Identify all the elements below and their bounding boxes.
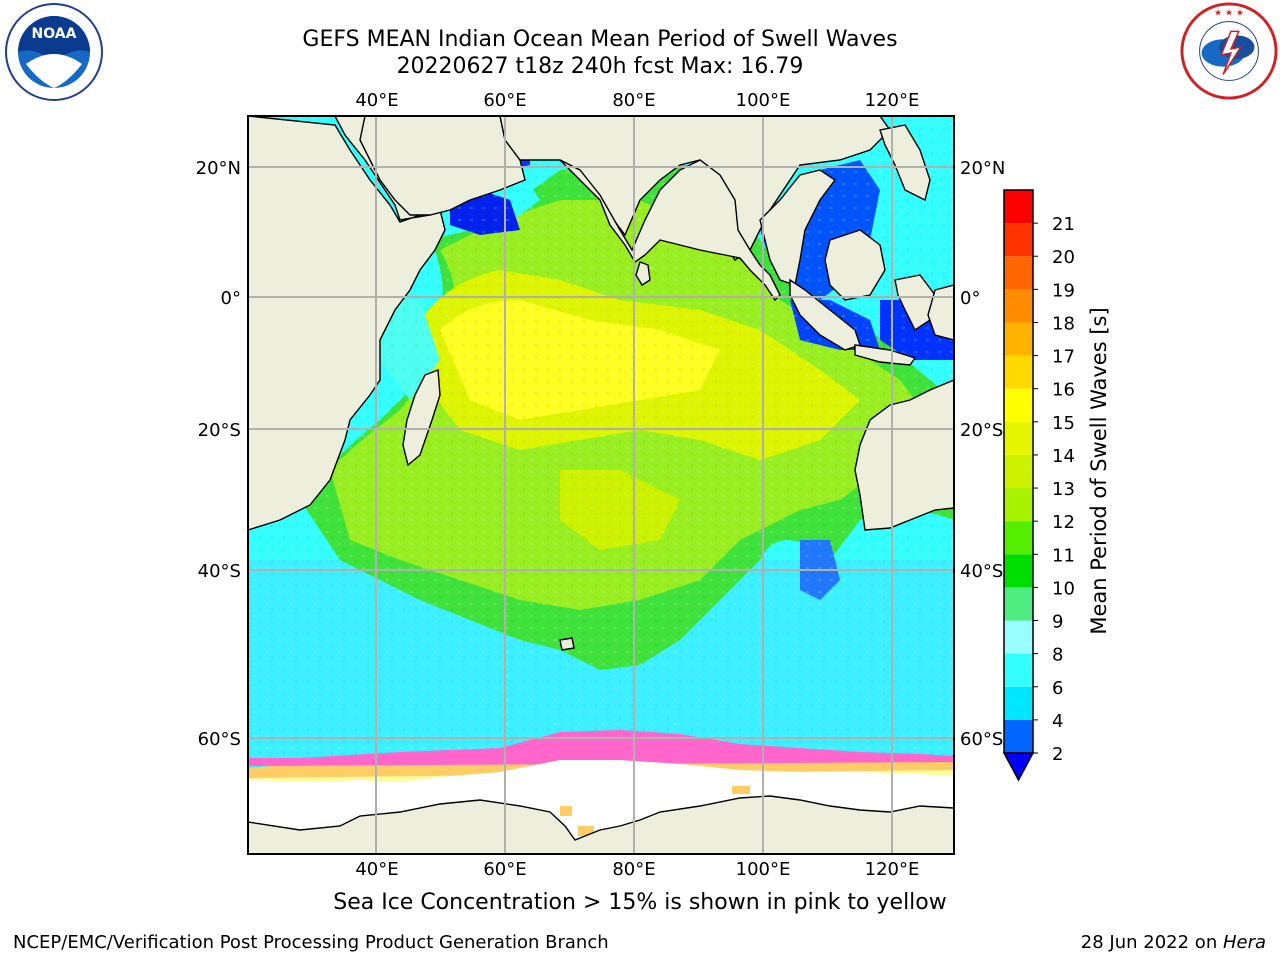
- colorbar-tick-label-3: 8: [1052, 645, 1063, 666]
- x-tick-top-1: 60°E: [483, 90, 526, 111]
- y-tick-right-3: 40°S: [960, 561, 1003, 582]
- colorbar-tick-label-4: 9: [1052, 612, 1063, 633]
- land-indochina: [759, 169, 837, 286]
- x-tick-bottom-4: 120°E: [865, 859, 920, 880]
- y-tick-left-3: 40°S: [198, 561, 241, 582]
- x-tick-bottom-1: 60°E: [483, 859, 526, 880]
- land-antarctica: [248, 795, 954, 854]
- colorbar-tick-label-1: 4: [1052, 711, 1063, 732]
- colorbar-label: Mean Period of Swell Waves [s]: [1087, 307, 1111, 634]
- map-field: [248, 116, 954, 854]
- footer-credit: NCEP/EMC/Verification Post Processing Pr…: [13, 932, 609, 953]
- x-tick-bottom-2: 80°E: [612, 859, 655, 880]
- land-papua: [927, 284, 954, 341]
- colorbar-swatch-10: [1004, 388, 1033, 422]
- colorbar-swatch-0: [1004, 719, 1033, 753]
- colorbar-swatch-3: [1004, 620, 1033, 654]
- ice-patch-1: [560, 806, 572, 816]
- ice-patch-2: [578, 826, 594, 836]
- map-title: GEFS MEAN Indian Ocean Mean Period of Sw…: [302, 27, 898, 52]
- y-tick-left-4: 60°S: [198, 729, 241, 750]
- colorbar-swatch-12: [1004, 322, 1033, 356]
- map-frame: [247, 115, 955, 855]
- colorbar-tick-label-15: 20: [1052, 247, 1075, 268]
- land-india: [559, 159, 781, 302]
- colorbar-tick-label-16: 21: [1052, 214, 1075, 235]
- colorbar-swatch-2: [1004, 653, 1033, 687]
- colorbar-frame: [1003, 189, 1034, 754]
- y-tick-left-1: 0°: [221, 288, 241, 309]
- land-borneo: [824, 229, 886, 301]
- colorbar-swatch-5: [1004, 554, 1033, 588]
- colorbar-swatch-1: [1004, 686, 1033, 720]
- colorbar-tick-label-10: 15: [1052, 413, 1075, 434]
- footer-host: Hera: [1222, 932, 1266, 953]
- footer-timestamp: 28 Jun 2022 on Hera: [1081, 932, 1266, 953]
- noaa-logo-text: NOAA: [32, 26, 77, 42]
- sea-ice-note: Sea Ice Concentration > 15% is shown in …: [333, 890, 947, 915]
- colorbar-swatch-6: [1004, 521, 1033, 555]
- nws-logo: ★ ★ ★: [1180, 2, 1278, 100]
- svg-text:★ ★ ★: ★ ★ ★: [1214, 9, 1244, 19]
- x-tick-top-0: 40°E: [355, 90, 398, 111]
- colorbar-tick-label-12: 17: [1052, 347, 1075, 368]
- y-tick-right-4: 60°S: [960, 729, 1003, 750]
- y-tick-left-0: 20°N: [196, 158, 241, 179]
- map-subtitle: 20220627 t18z 240h fcst Max: 16.79: [396, 54, 804, 79]
- x-tick-top-2: 80°E: [612, 90, 655, 111]
- colorbar-tick-label-7: 12: [1052, 512, 1075, 533]
- colorbar-swatch-11: [1004, 355, 1033, 389]
- colorbar-tick-label-8: 13: [1052, 479, 1075, 500]
- land-australia: [854, 379, 954, 531]
- noaa-logo: NOAA: [5, 3, 103, 101]
- colorbar-tick-label-14: 19: [1052, 280, 1075, 301]
- ice-patch-3: [732, 786, 750, 794]
- y-tick-left-2: 20°S: [198, 420, 241, 441]
- colorbar-tick-label-5: 10: [1052, 578, 1075, 599]
- colorbar-swatch-7: [1004, 488, 1033, 522]
- colorbar-swatch-9: [1004, 421, 1033, 455]
- colorbar-swatch-4: [1004, 587, 1033, 621]
- x-tick-bottom-0: 40°E: [355, 859, 398, 880]
- colorbar-tick-label-11: 16: [1052, 380, 1075, 401]
- colorbar-tick-label-0: 2: [1052, 744, 1063, 765]
- colorbar-swatch-15: [1004, 223, 1033, 257]
- land-java: [854, 344, 917, 366]
- colorbar-swatch-13: [1004, 289, 1033, 323]
- colorbar-tick-label-13: 18: [1052, 313, 1075, 334]
- colorbar-swatch-8: [1004, 454, 1033, 489]
- colorbar-swatch-16: [1004, 190, 1033, 224]
- graticule: [248, 116, 954, 854]
- land: [248, 116, 954, 854]
- land-srilanka: [635, 261, 651, 286]
- y-tick-right-2: 20°S: [960, 420, 1003, 441]
- footer-date: 28 Jun 2022 on: [1080, 932, 1223, 953]
- axis-labels: 40°E 60°E 80°E 100°E 120°E 40°E 60°E 80°…: [196, 90, 1006, 880]
- colorbar: 2 4 6 8 9 10 11 12 13 14 15 16 17 18 19 20 21: [1002, 189, 1075, 782]
- y-tick-right-1: 0°: [960, 288, 980, 309]
- x-tick-bottom-3: 100°E: [736, 859, 791, 880]
- y-tick-right-0: 20°N: [960, 158, 1005, 179]
- x-tick-top-4: 120°E: [865, 90, 920, 111]
- colorbar-tick-label-2: 6: [1052, 678, 1063, 699]
- colorbar-swatch-14: [1004, 256, 1033, 290]
- colorbar-extend-arrow: [1002, 752, 1035, 782]
- ice-edge-pink: [248, 730, 954, 766]
- land-kerguelen: [559, 637, 575, 651]
- land-madagascar: [402, 369, 441, 467]
- colorbar-tick-label-6: 11: [1052, 545, 1075, 566]
- x-tick-top-3: 100°E: [736, 90, 791, 111]
- colorbar-tick-label-9: 14: [1052, 446, 1075, 467]
